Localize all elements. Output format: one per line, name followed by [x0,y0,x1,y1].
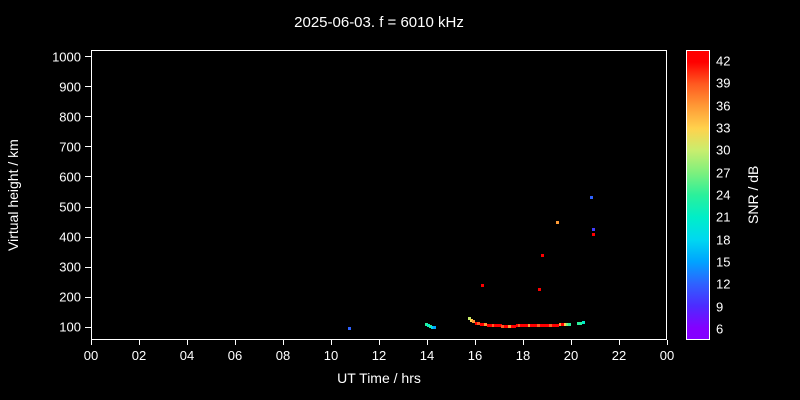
colorbar-tick-label: 33 [716,120,731,136]
x-tick-label: 08 [275,348,291,363]
y-tick-label: 300 [59,259,81,275]
x-tick-mark [522,340,524,345]
colorbar-tick-label: 39 [716,75,731,91]
y-tick-label: 1000 [52,49,81,65]
colorbar-tick-label: 27 [716,165,731,181]
x-tick-label: 00 [83,348,99,363]
x-tick-label: 18 [515,348,531,363]
x-tick-mark [330,340,332,345]
x-axis-label: UT Time / hrs [337,370,421,386]
x-tick-mark [378,340,380,345]
x-tick-label: 12 [371,348,387,363]
x-tick-mark [186,340,188,345]
colorbar-tick-label: 36 [716,98,731,114]
x-tick-mark [234,340,236,345]
x-tick-label: 00 [659,348,675,363]
x-tick-mark [666,340,668,345]
colorbar-tick-label: 9 [716,299,724,315]
y-tick-label: 900 [59,79,81,95]
x-tick-label: 14 [419,348,435,363]
x-tick-mark [138,340,140,345]
colorbar-tick-label: 18 [716,232,731,248]
x-tick-mark [426,340,428,345]
colorbar-tick-label: 21 [716,209,731,225]
x-tick-label: 16 [467,348,483,363]
y-tick-label: 100 [59,319,81,335]
colorbar-tick-label: 24 [716,187,731,203]
colorbar-tick-label: 30 [716,142,731,158]
x-tick-mark [570,340,572,345]
x-tick-mark [90,340,92,345]
y-tick-label: 700 [59,139,81,155]
y-tick-label: 800 [59,109,81,125]
colorbar-gradient [686,50,710,340]
x-tick-label: 06 [227,348,243,363]
x-tick-label: 22 [611,348,627,363]
x-tick-mark [618,340,620,345]
y-tick-label: 200 [59,289,81,305]
y-tick-label: 500 [59,199,81,215]
colorbar-tick-label: 42 [716,53,731,69]
x-tick-mark [282,340,284,345]
colorbar-tick-label: 15 [716,254,731,270]
colorbar-tick-label: 12 [716,276,731,292]
x-tick-label: 10 [323,348,339,363]
x-tick-label: 04 [179,348,195,363]
plot-area [91,50,667,340]
y-tick-label: 600 [59,169,81,185]
x-tick-label: 02 [131,348,147,363]
x-tick-mark [474,340,476,345]
chart-title: 2025-06-03. f = 6010 kHz [294,14,464,31]
colorbar-tick-label: 6 [716,321,724,337]
x-tick-label: 20 [563,348,579,363]
y-axis-label: Virtual height / km [5,139,21,251]
colorbar-axis-label: SNR / dB [745,165,761,225]
y-tick-label: 400 [59,229,81,245]
